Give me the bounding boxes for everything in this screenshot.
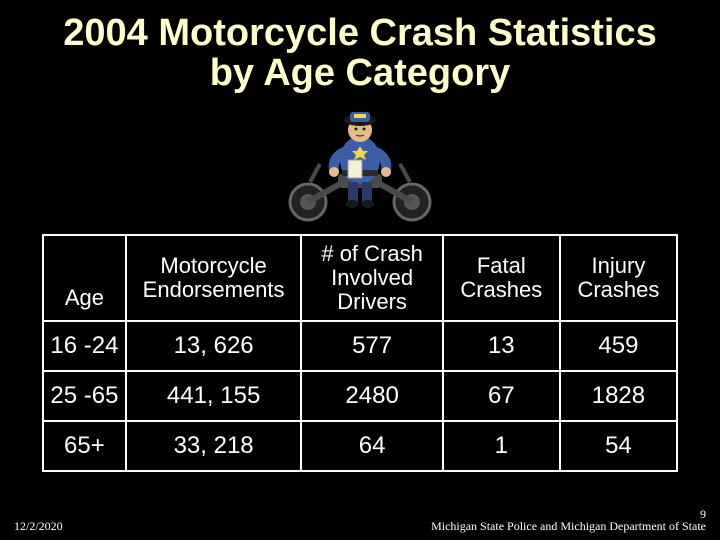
cell-injury: 54 (560, 421, 677, 471)
cell-endorsements: 441, 155 (126, 371, 302, 421)
cell-endorsements: 13, 626 (126, 321, 302, 371)
table-row: 25 -65 441, 155 2480 67 1828 (43, 371, 677, 421)
cell-fatal: 1 (443, 421, 560, 471)
table-row: 65+ 33, 218 64 1 54 (43, 421, 677, 471)
cell-fatal: 13 (443, 321, 560, 371)
cell-age: 16 -24 (43, 321, 126, 371)
col-header-fatal: Fatal Crashes (443, 235, 560, 322)
cell-fatal: 67 (443, 371, 560, 421)
cell-involved: 2480 (301, 371, 442, 421)
cell-injury: 1828 (560, 371, 677, 421)
footer-source: Michigan State Police and Michigan Depar… (431, 519, 706, 534)
table-row: 16 -24 13, 626 577 13 459 (43, 321, 677, 371)
table-header-row: Age Motorcycle Endorsements # of Crash I… (43, 235, 677, 322)
col-header-endorsements: Motorcycle Endorsements (126, 235, 302, 322)
footer-date: 12/2/2020 (14, 519, 63, 534)
col-header-injury: Injury Crashes (560, 235, 677, 322)
col-header-age: Age (43, 235, 126, 322)
col-header-involved: # of Crash Involved Drivers (301, 235, 442, 322)
cell-age: 25 -65 (43, 371, 126, 421)
cell-endorsements: 33, 218 (126, 421, 302, 471)
crash-statistics-table: Age Motorcycle Endorsements # of Crash I… (42, 234, 678, 473)
cell-age: 65+ (43, 421, 126, 471)
cell-involved: 64 (301, 421, 442, 471)
cell-injury: 459 (560, 321, 677, 371)
officer-motorcycle-clipart (0, 104, 720, 224)
cell-involved: 577 (301, 321, 442, 371)
slide-title: 2004 Motorcycle Crash Statistics by Age … (0, 0, 720, 98)
